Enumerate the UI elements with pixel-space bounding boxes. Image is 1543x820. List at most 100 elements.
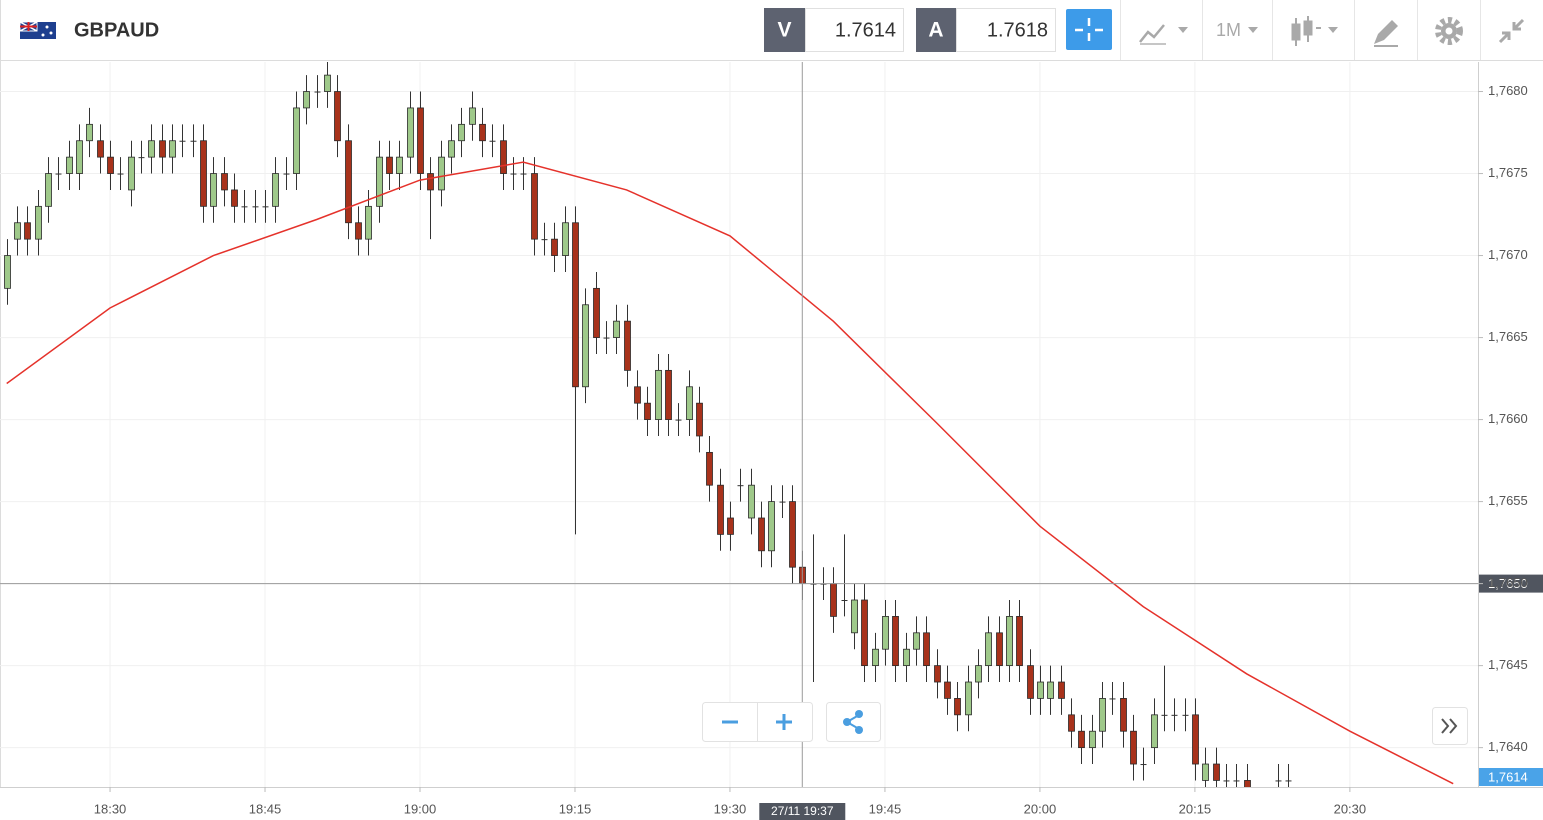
candle-body	[45, 173, 52, 207]
candle-body	[665, 369, 672, 420]
candle-body	[1058, 681, 1065, 699]
candle-body	[748, 484, 755, 519]
sell-button[interactable]: V 1.7614	[764, 8, 904, 52]
candle-body	[479, 123, 486, 142]
y-tick-label: 1,7670	[1488, 247, 1528, 262]
candle-body	[841, 600, 848, 602]
candle-body	[66, 156, 73, 174]
candle-body	[458, 123, 465, 142]
settings-button[interactable]	[1435, 17, 1463, 45]
sell-price: 1.7614	[835, 19, 896, 41]
candle-body	[148, 140, 155, 158]
candle-body	[613, 320, 620, 338]
candle-body	[190, 140, 197, 142]
candle-body	[624, 320, 631, 371]
candle-body	[417, 107, 424, 174]
candle-body	[572, 222, 579, 388]
candle-body	[737, 485, 744, 487]
candle-body	[872, 648, 879, 667]
candle-body	[283, 173, 290, 175]
candle-body	[169, 140, 176, 158]
candle-body	[1192, 714, 1199, 765]
y-tick-label: 1,7675	[1488, 165, 1528, 180]
candle-body	[696, 402, 703, 437]
candle-body	[655, 369, 662, 420]
candle-body	[1078, 730, 1085, 749]
candle-body	[407, 107, 414, 158]
candle-body	[14, 222, 21, 240]
candle-body	[448, 140, 455, 158]
candle-body	[892, 616, 899, 667]
scroll-right-button[interactable]	[1432, 707, 1468, 745]
zoom-in-button[interactable]	[776, 714, 792, 730]
candle-body	[634, 386, 641, 404]
candle-body	[717, 484, 724, 535]
y-tick-label: 1,7680	[1488, 83, 1528, 98]
candle-body	[200, 140, 207, 207]
candle-body	[1285, 780, 1292, 782]
timeframe-button[interactable]: 1M	[1216, 20, 1258, 40]
candle-body	[706, 451, 713, 486]
candle-body	[489, 140, 496, 142]
candle-body	[117, 173, 124, 175]
timeframe: 1M	[1216, 20, 1241, 40]
candle-body	[1223, 780, 1230, 782]
candle-body	[1068, 714, 1075, 732]
candle-body	[128, 156, 135, 191]
candle-body	[861, 599, 868, 667]
last-price-label: 1,7614	[1488, 769, 1528, 784]
candle-body	[1202, 763, 1209, 781]
fullscreen-button[interactable]	[1498, 18, 1525, 44]
candle-body	[593, 287, 600, 338]
candle-body	[396, 156, 403, 174]
candle-body	[1037, 681, 1044, 699]
candle-body	[334, 91, 341, 142]
candles-button[interactable]	[1291, 16, 1338, 46]
crosshair-x-label: 27/11 19:37	[771, 804, 834, 818]
candle-body	[303, 91, 310, 109]
sell-label: V	[777, 19, 791, 42]
candle-body	[944, 681, 951, 699]
y-tick-label: 1,7665	[1488, 329, 1528, 344]
y-tick-label: 1,7640	[1488, 739, 1528, 754]
candle-body	[262, 206, 269, 208]
x-tick-label: 20:00	[1024, 801, 1057, 816]
candle-body	[551, 238, 558, 256]
share-button[interactable]	[826, 702, 881, 742]
candle-body	[975, 665, 982, 683]
x-tick-label: 19:45	[869, 801, 902, 816]
candle-body	[1140, 764, 1147, 766]
candle-body	[1244, 780, 1251, 787]
candle-body	[541, 239, 548, 241]
candle-body	[1275, 780, 1282, 782]
x-tick-label: 19:00	[404, 801, 437, 816]
draw-button[interactable]	[1374, 20, 1398, 47]
candle-body	[138, 157, 145, 159]
candle-body	[996, 632, 1003, 667]
overlay: 1,7650 27/11 19:37 1,7614	[0, 62, 1543, 820]
candle-body	[1130, 730, 1137, 765]
last-price-box	[1479, 768, 1543, 786]
buy-button[interactable]: A 1.7618	[916, 8, 1056, 52]
candle-body	[386, 156, 393, 174]
crosshair-button[interactable]	[1066, 9, 1112, 50]
flag-icon	[19, 21, 56, 39]
candle-body	[531, 173, 538, 240]
candle-body	[913, 632, 920, 650]
candle-body	[179, 140, 186, 142]
candle-body	[55, 173, 62, 175]
candle-body	[76, 140, 83, 174]
crosshair-y-label: 1,7650	[1488, 576, 1528, 591]
candle-body	[314, 91, 321, 93]
chart-type-button[interactable]	[1139, 24, 1188, 45]
y-tick-label: 1,7655	[1488, 493, 1528, 508]
candle-body	[24, 222, 31, 240]
candle-body	[107, 156, 114, 174]
candle-body	[882, 616, 889, 650]
candle-body	[4, 255, 11, 289]
candle-body	[1099, 698, 1106, 732]
candle-body	[35, 205, 42, 240]
candle-body	[1233, 780, 1240, 782]
